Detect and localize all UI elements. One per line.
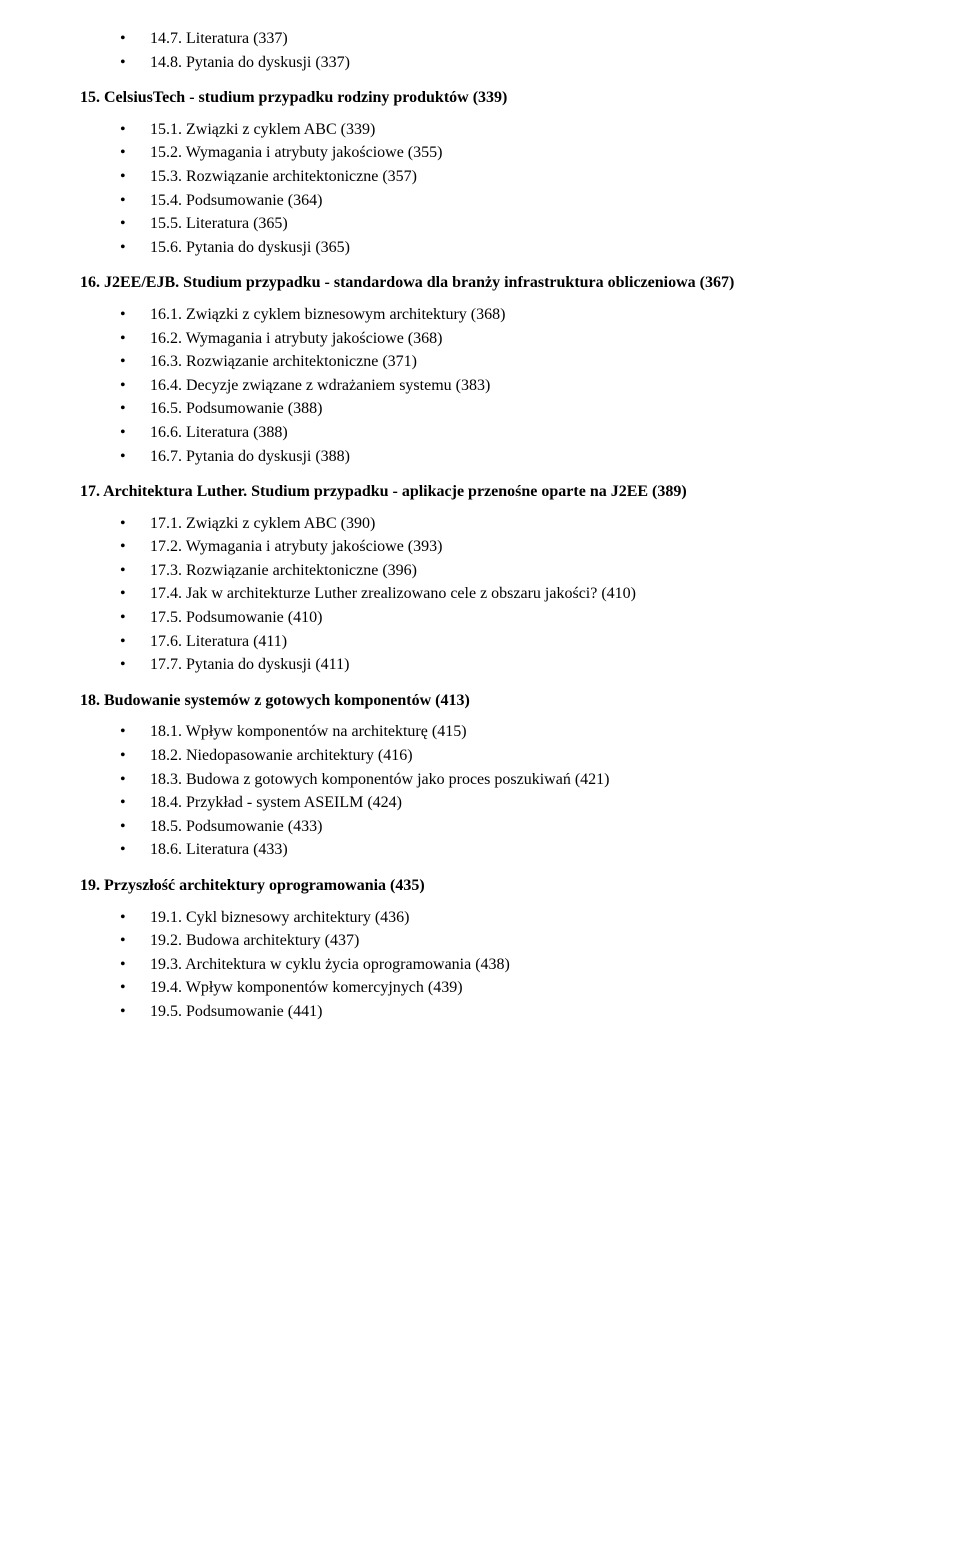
section-list: 19.1. Cykl biznesowy architektury (436)1…: [80, 907, 900, 1023]
list-item: 19.2. Budowa architektury (437): [120, 930, 900, 952]
section-list: 15.1. Związki z cyklem ABC (339)15.2. Wy…: [80, 119, 900, 259]
list-item: 19.3. Architektura w cyklu życia oprogra…: [120, 954, 900, 976]
section-list: 14.7. Literatura (337)14.8. Pytania do d…: [80, 28, 900, 73]
list-item: 18.1. Wpływ komponentów na architekturę …: [120, 721, 900, 743]
list-item: 18.6. Literatura (433): [120, 839, 900, 861]
section-heading: 19. Przyszłość architektury oprogramowan…: [80, 875, 900, 897]
section-heading: 17. Architektura Luther. Studium przypad…: [80, 481, 900, 503]
section-heading: 15. CelsiusTech - studium przypadku rodz…: [80, 87, 900, 109]
list-item: 15.5. Literatura (365): [120, 213, 900, 235]
list-item: 18.2. Niedopasowanie architektury (416): [120, 745, 900, 767]
list-item: 14.8. Pytania do dyskusji (337): [120, 52, 900, 74]
list-item: 17.3. Rozwiązanie architektoniczne (396): [120, 560, 900, 582]
document-body: 14.7. Literatura (337)14.8. Pytania do d…: [80, 28, 900, 1023]
list-item: 17.6. Literatura (411): [120, 631, 900, 653]
section-heading: 18. Budowanie systemów z gotowych kompon…: [80, 690, 900, 712]
list-item: 17.1. Związki z cyklem ABC (390): [120, 513, 900, 535]
list-item: 16.5. Podsumowanie (388): [120, 398, 900, 420]
list-item: 19.4. Wpływ komponentów komercyjnych (43…: [120, 977, 900, 999]
list-item: 16.2. Wymagania i atrybuty jakościowe (3…: [120, 328, 900, 350]
list-item: 17.7. Pytania do dyskusji (411): [120, 654, 900, 676]
list-item: 18.5. Podsumowanie (433): [120, 816, 900, 838]
list-item: 16.1. Związki z cyklem biznesowym archit…: [120, 304, 900, 326]
section-list: 18.1. Wpływ komponentów na architekturę …: [80, 721, 900, 861]
list-item: 19.5. Podsumowanie (441): [120, 1001, 900, 1023]
list-item: 14.7. Literatura (337): [120, 28, 900, 50]
list-item: 17.4. Jak w architekturze Luther zrealiz…: [120, 583, 900, 605]
list-item: 16.7. Pytania do dyskusji (388): [120, 446, 900, 468]
list-item: 18.4. Przykład - system ASEILM (424): [120, 792, 900, 814]
list-item: 15.1. Związki z cyklem ABC (339): [120, 119, 900, 141]
section-list: 17.1. Związki z cyklem ABC (390)17.2. Wy…: [80, 513, 900, 676]
section-heading: 16. J2EE/EJB. Studium przypadku - standa…: [80, 272, 900, 294]
list-item: 15.2. Wymagania i atrybuty jakościowe (3…: [120, 142, 900, 164]
list-item: 17.2. Wymagania i atrybuty jakościowe (3…: [120, 536, 900, 558]
list-item: 17.5. Podsumowanie (410): [120, 607, 900, 629]
list-item: 15.6. Pytania do dyskusji (365): [120, 237, 900, 259]
list-item: 15.4. Podsumowanie (364): [120, 190, 900, 212]
section-list: 16.1. Związki z cyklem biznesowym archit…: [80, 304, 900, 467]
list-item: 15.3. Rozwiązanie architektoniczne (357): [120, 166, 900, 188]
list-item: 16.6. Literatura (388): [120, 422, 900, 444]
list-item: 16.4. Decyzje związane z wdrażaniem syst…: [120, 375, 900, 397]
list-item: 16.3. Rozwiązanie architektoniczne (371): [120, 351, 900, 373]
list-item: 19.1. Cykl biznesowy architektury (436): [120, 907, 900, 929]
list-item: 18.3. Budowa z gotowych komponentów jako…: [120, 769, 900, 791]
